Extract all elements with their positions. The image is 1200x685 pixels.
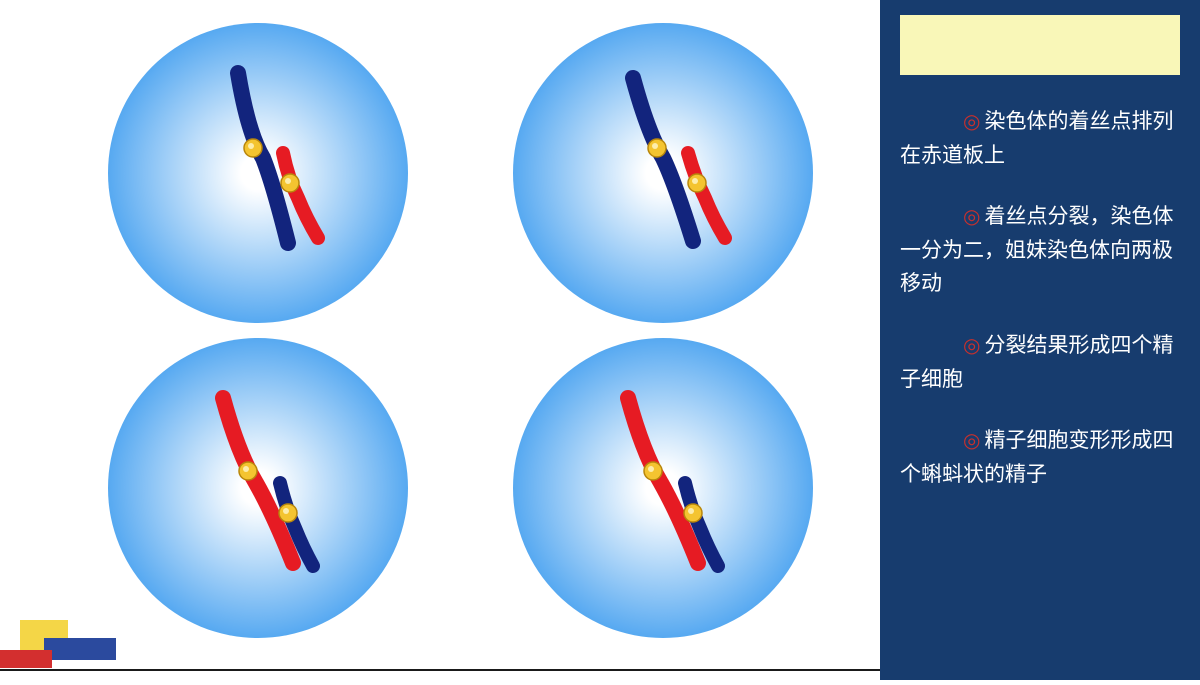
cell — [465, 335, 860, 640]
deco-blue-rect — [44, 638, 116, 660]
cell-membrane — [108, 338, 408, 638]
cell — [60, 20, 455, 325]
centromere-highlight — [652, 143, 658, 149]
cell-membrane — [513, 338, 813, 638]
cell-membrane — [513, 23, 813, 323]
bullet-icon: ◎ — [932, 330, 981, 362]
diagram-area — [0, 0, 880, 680]
bullet-item: ◎染色体的着丝点排列在赤道板上 — [900, 105, 1180, 172]
chromosomes-svg — [513, 338, 813, 638]
centromere-highlight — [248, 143, 254, 149]
slide-layout: ◎染色体的着丝点排列在赤道板上 ◎着丝点分裂，染色体一分为二，姐妹染色体向两极移动… — [0, 0, 1200, 680]
centromere-highlight — [285, 178, 291, 184]
chromosomes-svg — [108, 338, 408, 638]
bullet-icon: ◎ — [932, 201, 981, 233]
chromosomes-svg — [108, 23, 408, 323]
centromere-highlight — [243, 466, 249, 472]
deco-red-rect — [0, 650, 52, 668]
centromere-highlight — [688, 508, 694, 514]
bullet-icon: ◎ — [932, 106, 981, 138]
cell — [60, 335, 455, 640]
bullet-item: ◎分裂结果形成四个精子细胞 — [900, 329, 1180, 396]
title-box — [900, 15, 1180, 75]
chromosomes-svg — [513, 23, 813, 323]
cell-membrane — [108, 23, 408, 323]
bullet-item: ◎精子细胞变形形成四个蝌蚪状的精子 — [900, 424, 1180, 491]
centromere-highlight — [692, 178, 698, 184]
centromere-highlight — [283, 508, 289, 514]
centromere-highlight — [648, 466, 654, 472]
cells-grid — [60, 20, 860, 640]
bullet-list: ◎染色体的着丝点排列在赤道板上 ◎着丝点分裂，染色体一分为二，姐妹染色体向两极移动… — [900, 105, 1180, 491]
bullet-item: ◎着丝点分裂，染色体一分为二，姐妹染色体向两极移动 — [900, 200, 1180, 301]
bullet-icon: ◎ — [932, 425, 981, 457]
sidebar-panel: ◎染色体的着丝点排列在赤道板上 ◎着丝点分裂，染色体一分为二，姐妹染色体向两极移动… — [880, 0, 1200, 680]
cell — [465, 20, 860, 325]
